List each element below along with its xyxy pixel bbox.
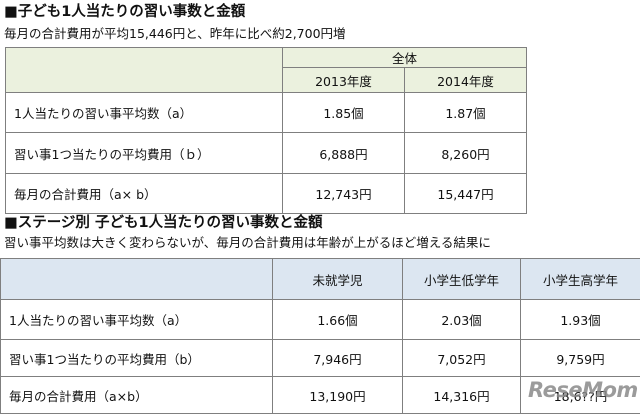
table-cell: 18,6??円 (520, 376, 640, 414)
row-label: 習い事1つ当たりの平均費用（ｂ） (5, 132, 283, 174)
table-header-row: 未就学児 小学生低学年 小学生高学年 (0, 258, 640, 300)
table-row: 1人当たりの習い事平均数（a） 1.66個 2.03個 1.93個 (0, 299, 640, 340)
table-cell: 14,316円 (402, 376, 521, 414)
table-cell: 8,260円 (403, 132, 528, 174)
table-row: 習い事1つ当たりの平均費用（ｂ） 6,888円 8,260円 (5, 132, 528, 174)
table-row: 毎月の合計費用（a×b） 13,190円 14,316円 18,6??円 (0, 376, 640, 414)
table-cell: 1.66個 (272, 299, 403, 340)
table-cell: 12,743円 (282, 173, 405, 214)
section1-title: ■子ども1人当たりの習い事数と金額 (4, 4, 246, 20)
table-header-row: 2013年度 2014年度 (6, 67, 528, 93)
column-header-2014: 2014年度 (403, 67, 528, 93)
table-row: 毎月の合計費用（a× b） 12,743円 15,447円 (5, 173, 528, 214)
table-cell: 2.03個 (402, 299, 521, 340)
section1-subtitle: 毎月の合計費用が平均15,446円と、昨年に比べ約2,700円増 (4, 26, 346, 41)
group-header-cell: 全体 (281, 47, 528, 68)
header-corner-cell (0, 258, 273, 300)
resemom-watermark-logo: ReseMom (528, 378, 638, 402)
section2-subtitle: 習い事平均数は大きく変わらないが、毎月の合計費用は年齢が上がるほど増える結果に (4, 235, 491, 250)
row-label: 1人当たりの習い事平均数（a） (0, 299, 273, 340)
table-cell: 1.87個 (403, 92, 528, 133)
table-cell: 7,946円 (272, 339, 403, 377)
table-cell: 15,447円 (403, 173, 528, 214)
table-cell: 7,052円 (402, 339, 521, 377)
table-row: 習い事1つ当たりの平均費用（b） 7,946円 7,052円 9,759円 (0, 339, 640, 377)
row-label: 習い事1つ当たりの平均費用（b） (0, 339, 273, 377)
row-label: 毎月の合計費用（a×b） (0, 376, 273, 414)
header-corner-cell (5, 47, 283, 93)
column-header-preschool: 未就学児 (272, 258, 403, 300)
table-row: 1人当たりの習い事平均数（a） 1.85個 1.87個 (5, 92, 528, 133)
row-label: 毎月の合計費用（a× b） (5, 173, 283, 214)
section2-title: ■ステージ別 子ども1人当たりの習い事数と金額 (4, 215, 323, 231)
row-label: 1人当たりの習い事平均数（a） (5, 92, 283, 133)
table-cell: 1.85個 (282, 92, 405, 133)
column-header-lower-elementary: 小学生低学年 (402, 258, 521, 300)
section1-table: 全体 2013年度 2014年度 1人当たりの習い事平均数（a） 1.85個 1… (5, 47, 528, 214)
table-cell: 13,190円 (272, 376, 403, 414)
table-cell: 9,759円 (520, 339, 640, 377)
table-cell: 6,888円 (282, 132, 405, 174)
table-cell: 1.93個 (520, 299, 640, 340)
table-header-row: 全体 (5, 47, 528, 93)
section2-table: 未就学児 小学生低学年 小学生高学年 1人当たりの習い事平均数（a） 1.66個… (0, 258, 640, 414)
column-header-upper-elementary: 小学生高学年 (520, 258, 640, 300)
column-header-2013: 2013年度 (282, 67, 405, 93)
